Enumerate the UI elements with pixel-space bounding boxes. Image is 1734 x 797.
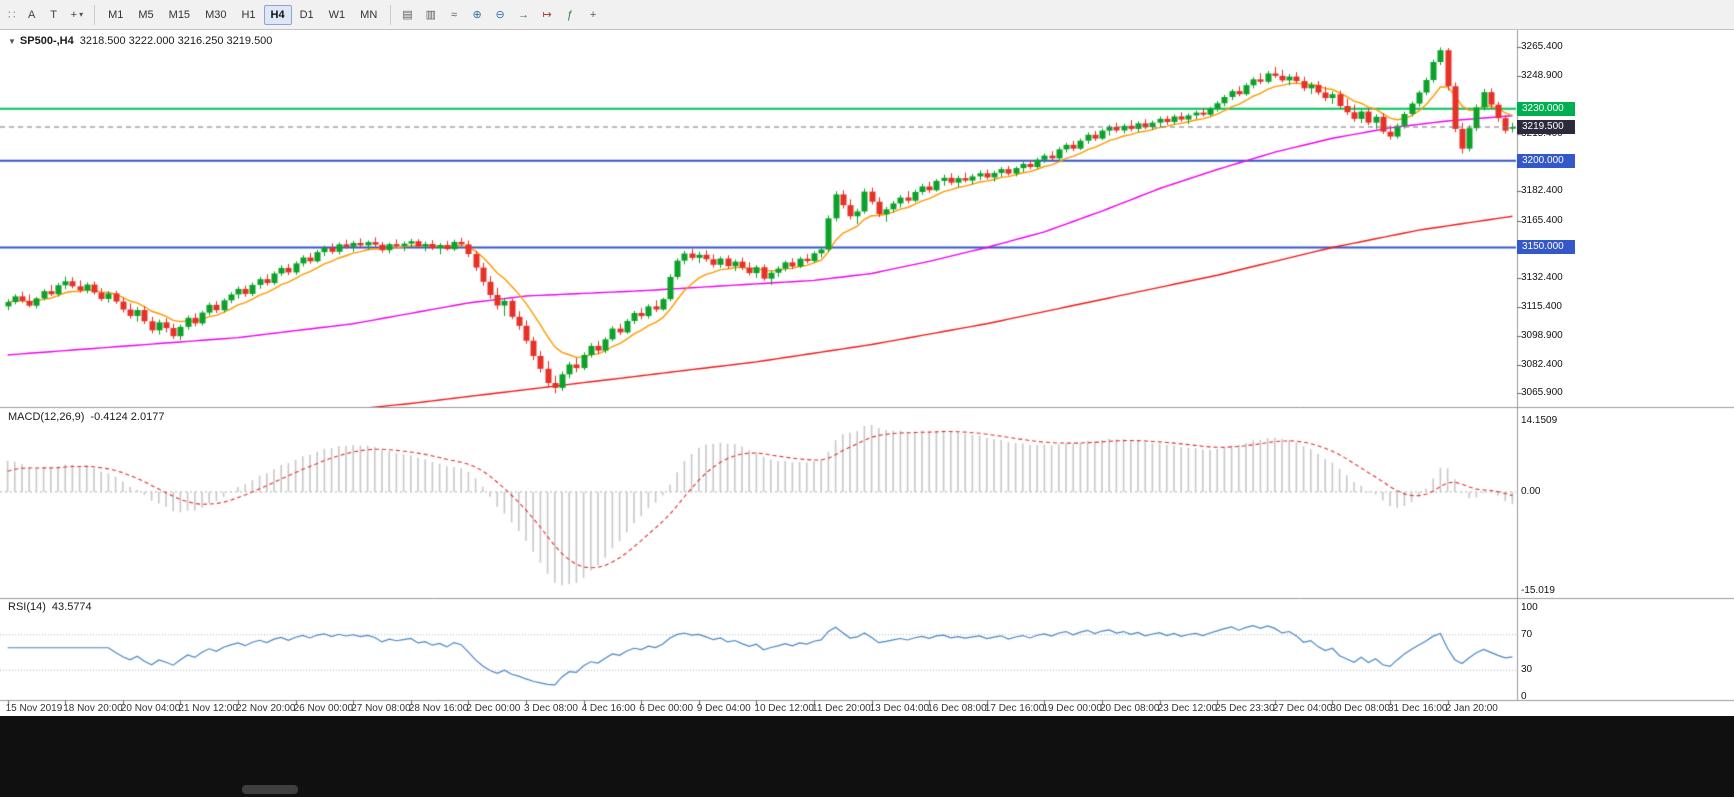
line-chart-button[interactable]: ≈ [444, 4, 464, 26]
timeframe-button-MN[interactable]: MN [353, 5, 384, 25]
timeframe-button-W1[interactable]: W1 [322, 5, 353, 25]
draw-tools-dropdown-button[interactable]: + ▾ [66, 4, 88, 26]
taskbar [0, 716, 1734, 797]
crosshair-button[interactable]: + [583, 4, 603, 26]
timeframe-button-H4[interactable]: H4 [263, 4, 292, 25]
time-axis-label: 17 Dec 16:00 [984, 703, 1045, 714]
price-scale-label: 3115.400 [1521, 301, 1562, 313]
toolbar-separator [94, 4, 96, 25]
time-axis-label: 15 Nov 2019 [5, 703, 63, 714]
rsi-scale-0: 0 [1521, 691, 1527, 702]
time-axis-label: 16 Dec 08:00 [927, 703, 987, 714]
timeframe-button-M15[interactable]: M15 [162, 5, 197, 25]
chart-tools-group: ▤ ▥ ≈ ⊕ ⊖ → ↦ ƒ + [397, 4, 603, 26]
macd-scale-max: 14.1509 [1521, 415, 1558, 426]
time-axis-label: 31 Dec 16:00 [1388, 703, 1448, 714]
chart-symbol-timeframe: SP500-,H4 [19, 35, 74, 47]
text-box-button[interactable]: T [44, 4, 64, 26]
rsi-indicator-value: 43.5774 [51, 601, 92, 613]
chart-collapse-icon[interactable]: ▼ [8, 37, 16, 46]
macd-indicator-label: MACD(12,26,9) [8, 411, 85, 423]
timeframe-button-M1[interactable]: M1 [101, 5, 130, 25]
macd-scale-zero: 0.00 [1521, 485, 1541, 497]
time-axis-label: 10 Dec 12:00 [754, 703, 814, 714]
time-axis-label: 13 Dec 04:00 [869, 703, 930, 714]
time-axis-label: 3 Dec 08:00 [524, 703, 578, 714]
candlestick-chart-button[interactable]: ▥ [421, 4, 441, 26]
time-axis-label: 23 Dec 12:00 [1157, 703, 1218, 714]
rsi-scale-100: 100 [1521, 602, 1538, 613]
drawing-tools-group: A T + ▾ [22, 4, 88, 26]
toolbar: ∷ A T + ▾ M1 M5 M15 M30 H1 H4 D1 W1 MN ▤ ▥ ≈ ⊕ ⊖ → ↦ ƒ + [0, 0, 1734, 30]
time-axis-label: 30 Dec 08:00 [1330, 703, 1390, 714]
time-axis-label: 19 Dec 00:00 [1042, 703, 1102, 714]
chart-ohlc-values: 3218.500 3222.000 3216.250 3219.500 [79, 35, 273, 47]
taskbar-item[interactable] [242, 785, 298, 794]
time-axis-label: 27 Nov 08:00 [351, 703, 411, 714]
timeframe-group: M1 M5 M15 M30 H1 H4 D1 W1 MN [101, 4, 384, 25]
timeframe-button-M5[interactable]: M5 [131, 5, 160, 25]
price-badge-resistance-line: 3230.000 [1517, 101, 1575, 116]
time-axis-label: 11 Dec 20:00 [812, 703, 871, 714]
chart-title: ▼ SP500-,H4 3218.500 3222.000 3216.250 321… [8, 35, 272, 47]
macd-scale-min: -15.019 [1521, 585, 1555, 596]
time-axis-label: 22 Nov 20:00 [236, 703, 296, 714]
price-scale-label: 3182.400 [1521, 185, 1563, 197]
time-axis-label: 6 Dec 00:00 [639, 703, 694, 714]
time-axis-label: 25 Dec 23:30 [1215, 703, 1275, 714]
time-axis-label: 27 Dec 04:00 [1272, 703, 1333, 714]
price-scale-label: 3098.900 [1521, 330, 1563, 342]
time-axis-label: 4 Dec 16:00 [581, 703, 636, 714]
price-badge-round-level-3150: 3150.000 [1517, 240, 1575, 255]
chart-canvas[interactable] [0, 30, 1734, 716]
rsi-indicator-label: RSI(14) [8, 601, 46, 613]
time-axis-label: 26 Nov 00:00 [293, 703, 354, 714]
chart-region: ▼ SP500-,H4 3218.500 3222.000 3216.250 321… [0, 30, 1734, 716]
timeframe-button-D1[interactable]: D1 [293, 5, 321, 25]
price-scale-label: 3165.400 [1521, 214, 1563, 226]
time-axis-label: 20 Nov 04:00 [120, 703, 181, 714]
zoom-out-button[interactable]: ⊖ [490, 4, 510, 26]
macd-indicator-values: -0.4124 2.0177 [90, 411, 165, 423]
price-scale-label: 3065.900 [1521, 387, 1563, 399]
bar-chart-button[interactable]: ▤ [397, 4, 417, 26]
price-badge-round-level-3200: 3200.000 [1517, 153, 1575, 168]
price-scale-label: 3132.400 [1521, 271, 1563, 283]
rsi-scale-70: 70 [1521, 628, 1533, 640]
indicators-button[interactable]: ƒ [560, 4, 580, 26]
price-scale-label: 3248.900 [1521, 70, 1563, 82]
time-axis-label: 9 Dec 04:00 [696, 703, 751, 714]
macd-title: MACD(12,26,9) -0.4124 2.0177 [8, 411, 164, 423]
time-axis-label: 28 Nov 16:00 [408, 703, 469, 714]
time-axis-label: 21 Nov 12:00 [178, 703, 238, 714]
price-badge-current-price-line: 3219.500 [1517, 120, 1575, 134]
time-axis-label: 20 Dec 08:00 [1100, 703, 1160, 714]
time-axis-label: 2 Jan 20:00 [1445, 703, 1498, 714]
toolbar-grip[interactable]: ∷ [8, 7, 16, 22]
zoom-in-button[interactable]: ⊕ [467, 4, 487, 26]
dropdown-caret-icon: ▾ [79, 10, 84, 19]
auto-scroll-button[interactable]: → [513, 4, 534, 26]
price-scale-label: 3082.400 [1521, 358, 1563, 370]
text-label-button[interactable]: A [22, 4, 42, 26]
price-scale-label: 3265.400 [1521, 41, 1563, 53]
time-axis-label: 2 Dec 00:00 [466, 703, 521, 714]
rsi-title: RSI(14) 43.5774 [8, 601, 92, 613]
chart-shift-button[interactable]: ↦ [537, 4, 557, 26]
toolbar-separator [390, 4, 392, 25]
timeframe-button-M30[interactable]: M30 [198, 5, 233, 25]
timeframe-button-H1[interactable]: H1 [234, 5, 262, 25]
time-axis-label: 18 Nov 20:00 [63, 703, 123, 714]
rsi-scale-30: 30 [1521, 664, 1533, 676]
